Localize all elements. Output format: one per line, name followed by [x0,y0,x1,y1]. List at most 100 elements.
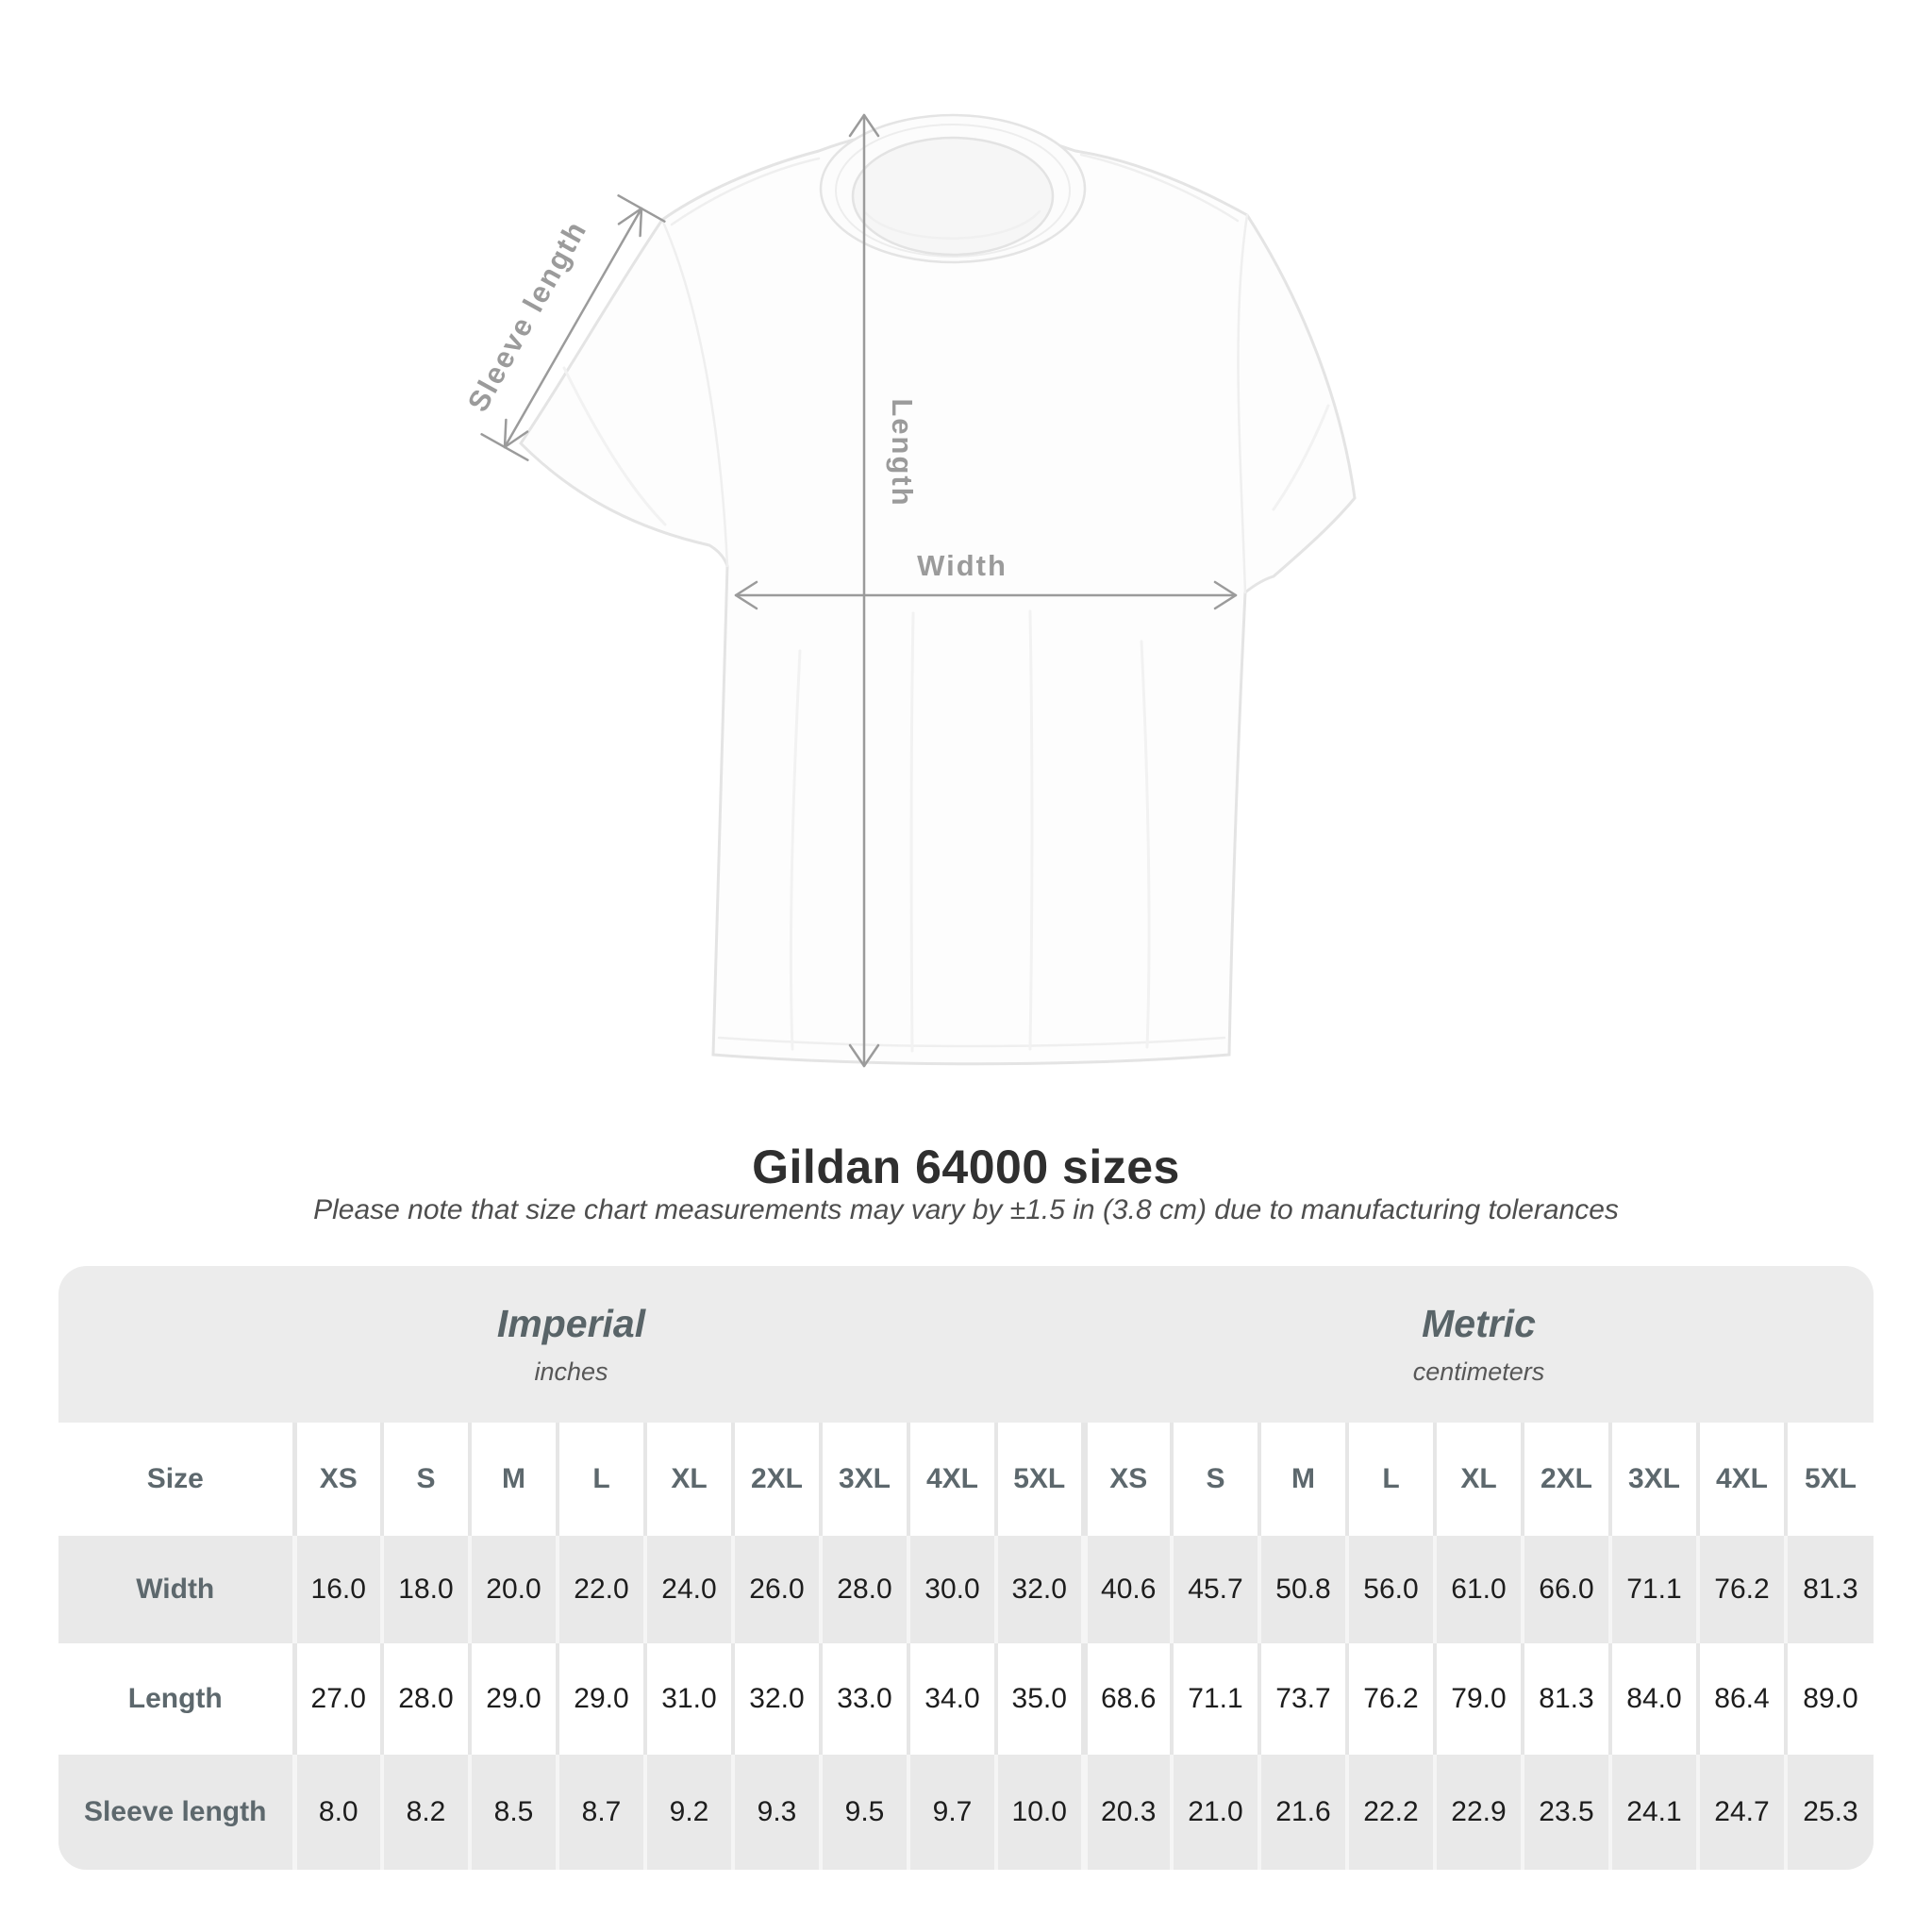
tolerance-note: Please note that size chart measurements… [313,1194,1619,1225]
size-header-cell: 3XL [1608,1423,1698,1536]
size-value-cell: 71.1 [1608,1536,1698,1643]
tshirt-illustration [519,113,1357,1066]
metric-group-header: Metric centimeters [1084,1266,1874,1423]
size-value-cell: 9.2 [643,1755,733,1870]
fold-line [909,611,915,1053]
imperial-group-header: Imperial inches [58,1266,1084,1423]
size-value-cell: 8.5 [468,1755,558,1870]
fold-line [1140,640,1151,1049]
size-header-cell: 5XL [994,1423,1084,1536]
length-arrow [848,113,880,1068]
hem-stitch [717,1036,1226,1048]
size-header-cell: L [556,1423,645,1536]
size-value-cell: 21.6 [1257,1755,1347,1870]
size-value-cell: 29.0 [556,1643,645,1755]
size-header-cell: 2XL [731,1423,821,1536]
size-value-cell: 26.0 [731,1536,821,1643]
size-header-cell: 3XL [819,1423,908,1536]
size-value-cell: 9.3 [731,1755,821,1870]
size-value-cell: 8.7 [556,1755,645,1870]
size-header-cell: 4XL [907,1423,996,1536]
size-value-cell: 32.0 [731,1643,821,1755]
size-value-cell: 25.3 [1784,1755,1874,1870]
size-header-cell: XS [291,1423,382,1536]
sleeve-length-row: Sleeve length 8.0 8.2 8.5 8.7 9.2 9.3 9.… [58,1755,1874,1870]
size-value-cell: 9.7 [907,1755,996,1870]
size-value-cell: 30.0 [907,1536,996,1643]
size-value-cell: 66.0 [1521,1536,1610,1643]
size-value-cell: 16.0 [291,1536,382,1643]
size-header-cell: M [1257,1423,1347,1536]
imperial-label: Imperial [496,1302,646,1345]
fold-line [789,649,802,1051]
size-value-cell: 28.0 [380,1643,470,1755]
width-row: Width 16.0 18.0 20.0 22.0 24.0 26.0 28.0… [58,1536,1874,1643]
row-label: Width [58,1536,294,1643]
collar-stitch [835,124,1071,258]
size-value-cell: 56.0 [1345,1536,1435,1643]
fold-line [1272,404,1330,511]
size-chart-title: Gildan 64000 sizes [752,1141,1180,1193]
size-value-cell: 29.0 [468,1643,558,1755]
right-sleeve-seam [1237,213,1249,594]
size-value-cell: 40.6 [1080,1536,1172,1643]
size-header-cell: M [468,1423,558,1536]
size-value-cell: 50.8 [1257,1536,1347,1643]
size-header-cell: S [1170,1423,1259,1536]
size-value-cell: 73.7 [1257,1643,1347,1755]
sleeve-length-arrow [480,194,666,461]
length-arrow-label: Length [886,398,919,507]
size-table-container: Imperial inches Metric centimeters Size … [58,1266,1874,1870]
size-header-cell: 4XL [1696,1423,1786,1536]
size-value-cell: 8.2 [380,1755,470,1870]
unit-group-header-row: Imperial inches Metric centimeters [58,1266,1874,1423]
size-table: Imperial inches Metric centimeters Size … [58,1266,1874,1870]
size-header-cell: XS [1080,1423,1172,1536]
size-value-cell: 86.4 [1696,1643,1786,1755]
right-shoulder-seam [1079,153,1240,223]
size-value-cell: 89.0 [1784,1643,1874,1755]
size-value-cell: 27.0 [291,1643,382,1755]
size-value-cell: 20.3 [1080,1755,1172,1870]
length-row: Length 27.0 28.0 29.0 29.0 31.0 32.0 33.… [58,1643,1874,1755]
metric-label: Metric [1422,1302,1536,1345]
size-value-cell: 22.0 [556,1536,645,1643]
size-value-cell: 84.0 [1608,1643,1698,1755]
width-arrow-label: Width [917,549,1008,582]
size-value-cell: 22.2 [1345,1755,1435,1870]
width-arrow [734,580,1238,610]
imperial-unit-label: inches [534,1357,608,1386]
size-header-cell: S [380,1423,470,1536]
size-corner-header: Size [58,1423,294,1536]
row-label: Sleeve length [58,1755,294,1870]
tshirt-measurement-diagram: Width Length Sleeve length [461,113,1357,1068]
size-header-row: Size XS S M L XL 2XL 3XL 4XL 5XL XS S M … [58,1423,1874,1536]
size-header-cell: 5XL [1784,1423,1874,1536]
left-sleeve-seam [660,218,729,568]
size-value-cell: 9.5 [819,1755,908,1870]
size-value-cell: 35.0 [994,1643,1084,1755]
size-value-cell: 28.0 [819,1536,908,1643]
size-value-cell: 8.0 [291,1755,382,1870]
size-value-cell: 81.3 [1521,1643,1610,1755]
size-value-cell: 81.3 [1784,1536,1874,1643]
size-value-cell: 24.1 [1608,1755,1698,1870]
size-header-cell: XL [643,1423,733,1536]
metric-unit-label: centimeters [1412,1357,1545,1386]
size-value-cell: 23.5 [1521,1755,1610,1870]
size-value-cell: 31.0 [643,1643,733,1755]
size-value-cell: 10.0 [994,1755,1084,1870]
size-value-cell: 24.7 [1696,1755,1786,1870]
size-value-cell: 45.7 [1170,1536,1259,1643]
collar-shadow [864,209,1041,240]
size-value-cell: 22.9 [1433,1755,1523,1870]
size-value-cell: 79.0 [1433,1643,1523,1755]
size-value-cell: 71.1 [1170,1643,1259,1755]
collar-inner [851,136,1055,257]
left-shoulder-seam [670,157,821,226]
size-value-cell: 24.0 [643,1536,733,1643]
size-header-cell: 2XL [1521,1423,1610,1536]
row-label: Length [58,1643,294,1755]
size-value-cell: 33.0 [819,1643,908,1755]
fold-line [562,366,667,526]
